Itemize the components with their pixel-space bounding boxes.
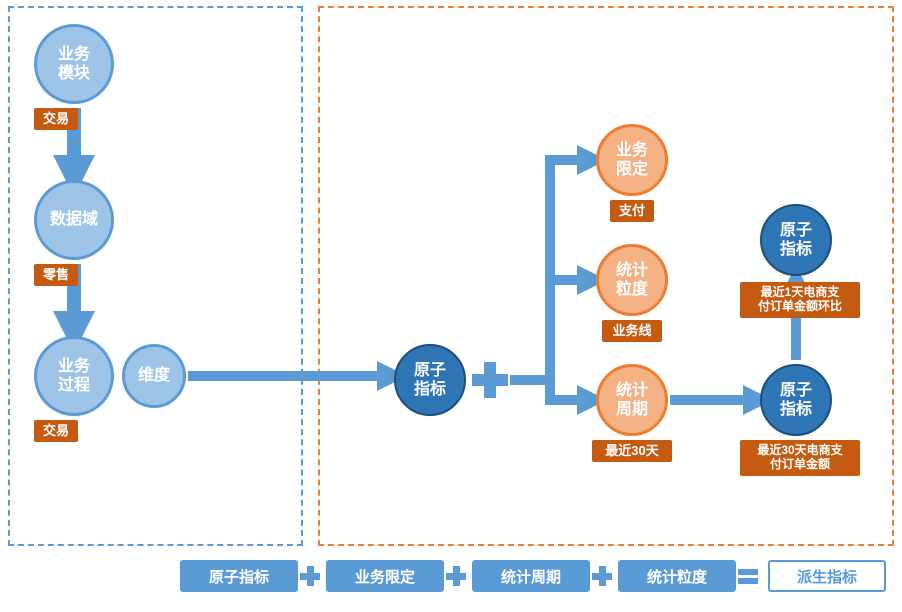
tag-transaction-2: 交易 <box>34 420 78 442</box>
node-biz-limit: 业务限定 <box>596 124 668 196</box>
plus-icon <box>592 566 612 586</box>
tag-label: 最近30天 <box>605 444 658 459</box>
node-atom-metric-3: 原子指标 <box>760 204 832 276</box>
node-label: 业务限定 <box>616 141 648 179</box>
tag-label: 零售 <box>43 268 69 283</box>
chip-label: 原子指标 <box>209 566 269 587</box>
tag-last-30d-amount: 最近30天电商支付订单金额 <box>740 440 860 476</box>
chip-label: 统计周期 <box>501 566 561 587</box>
plus-icon <box>446 566 466 586</box>
node-label: 维度 <box>138 366 170 385</box>
node-label: 原子指标 <box>780 221 812 259</box>
chip-stat-period: 统计周期 <box>472 560 590 592</box>
node-stat-gran: 统计粒度 <box>596 244 668 316</box>
chip-atom-metric: 原子指标 <box>180 560 298 592</box>
tag-label: 支付 <box>619 204 645 219</box>
node-atom-metric-2: 原子指标 <box>760 364 832 436</box>
tag-last-1d-ratio: 最近1天电商支付订单金额环比 <box>740 282 860 318</box>
chip-stat-gran: 统计粒度 <box>618 560 736 592</box>
tag-biz-line: 业务线 <box>602 320 662 342</box>
node-label: 原子指标 <box>414 361 446 399</box>
node-biz-module: 业务模块 <box>34 24 114 104</box>
chip-label: 统计粒度 <box>647 566 707 587</box>
tag-label: 交易 <box>43 112 69 127</box>
plus-icon <box>300 566 320 586</box>
node-data-domain: 数据域 <box>34 180 114 260</box>
node-label: 业务过程 <box>58 357 90 395</box>
node-atom-metric-1: 原子指标 <box>394 344 466 416</box>
node-dimension: 维度 <box>122 344 186 408</box>
node-label: 原子指标 <box>780 381 812 419</box>
tag-label: 最近30天电商支付订单金额 <box>757 444 842 472</box>
tag-payment: 支付 <box>610 200 654 222</box>
tag-retail: 零售 <box>34 264 78 286</box>
node-label: 统计周期 <box>616 381 648 419</box>
tag-label: 业务线 <box>612 324 651 339</box>
tag-last-30d: 最近30天 <box>592 440 672 462</box>
node-label: 业务模块 <box>58 45 90 83</box>
chip-label: 派生指标 <box>797 566 857 587</box>
equals-icon <box>738 566 758 586</box>
chip-derived-metric: 派生指标 <box>768 560 886 592</box>
node-label: 统计粒度 <box>616 261 648 299</box>
tag-label: 交易 <box>43 424 69 439</box>
node-biz-process: 业务过程 <box>34 336 114 416</box>
node-stat-period: 统计周期 <box>596 364 668 436</box>
plus-icon <box>472 362 508 398</box>
chip-biz-limit: 业务限定 <box>326 560 444 592</box>
tag-transaction-1: 交易 <box>34 108 78 130</box>
tag-label: 最近1天电商支付订单金额环比 <box>758 286 842 314</box>
node-label: 数据域 <box>50 210 98 229</box>
chip-label: 业务限定 <box>355 566 415 587</box>
